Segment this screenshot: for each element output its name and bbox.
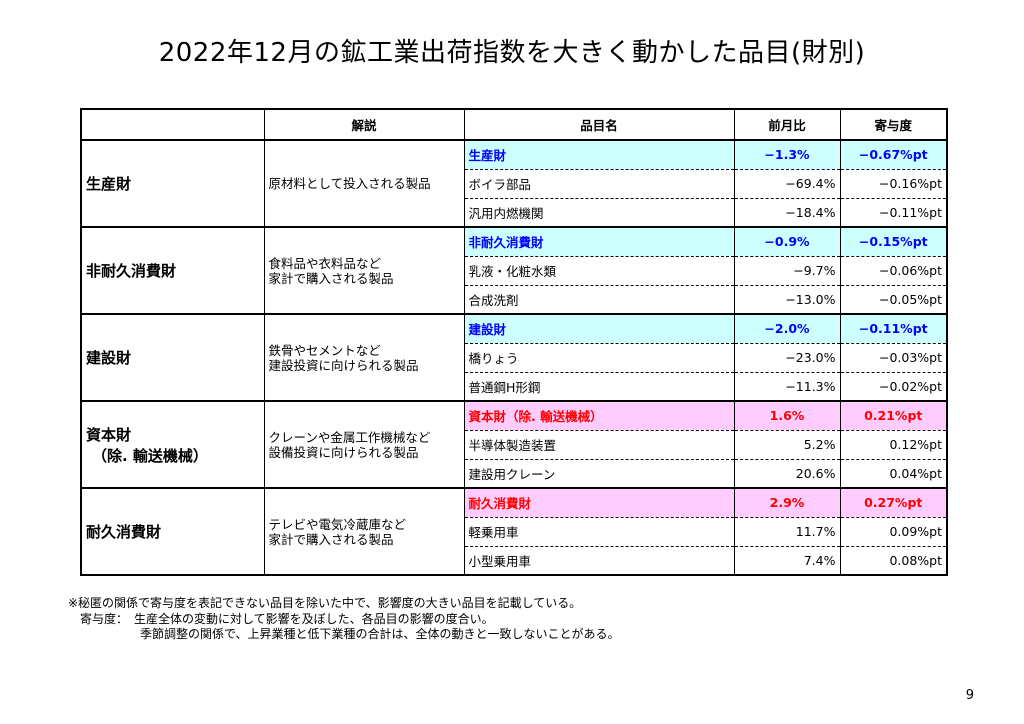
- contribution-value: −0.11%pt: [839, 313, 948, 344]
- header-contribution: 寄与度: [839, 108, 948, 141]
- contribution-value: −0.03%pt: [839, 343, 948, 373]
- header-blank: [80, 108, 265, 141]
- category-description: 原材料として投入される製品: [263, 139, 465, 228]
- category-description: 鉄骨やセメントなど 建設投資に向けられる製品: [263, 313, 465, 402]
- contribution-value: −0.15%pt: [839, 226, 948, 257]
- table-row: 半導体製造装置 5.2% 0.12%pt: [81, 430, 948, 460]
- contribution-value: 0.09%pt: [839, 517, 948, 547]
- category-name: 非耐久消費財: [86, 262, 177, 280]
- category-label: 生産財: [80, 139, 265, 228]
- table-row: ボイラ部品 −69.4% −0.16%pt: [81, 169, 948, 199]
- item-name: 半導体製造装置: [463, 430, 735, 460]
- header-description: 解説: [263, 108, 465, 141]
- item-name: 軽乗用車: [463, 517, 735, 547]
- category-name: 資本財: [86, 425, 132, 444]
- items-table: 解説 品目名 前月比 寄与度 生産財 原材料として投入される製品 生産財 −1.3% −…: [80, 108, 948, 576]
- contribution-value: 0.21%pt: [839, 400, 948, 431]
- item-name: 汎用内燃機関: [463, 198, 735, 228]
- table-body: 生産財 原材料として投入される製品 生産財 −1.3% −0.67%pt ボイラ部品 −69…: [80, 139, 948, 576]
- category-subname: （除. 輸送機械）: [92, 446, 208, 465]
- month-over-month-value: 11.7%: [733, 517, 841, 547]
- category-description: テレビや電気冷蔵庫など 家計で購入される製品: [263, 487, 465, 576]
- table-row: 建設財 鉄骨やセメントなど 建設投資に向けられる製品 建設財 −2.0% −0.11%p…: [80, 313, 948, 402]
- table-row: 軽乗用車 11.7% 0.09%pt: [81, 517, 948, 547]
- contribution-value: −0.02%pt: [839, 372, 948, 402]
- item-name: ボイラ部品: [463, 169, 735, 199]
- table-row: 乳液・化粧水類 −9.7% −0.06%pt: [81, 256, 948, 286]
- category-label: 建設財: [80, 313, 265, 402]
- month-over-month-value: −69.4%: [733, 169, 841, 199]
- month-over-month-value: −13.0%: [733, 285, 841, 315]
- contribution-value: 0.08%pt: [839, 546, 948, 576]
- table-row: 橋りょう −23.0% −0.03%pt: [81, 343, 948, 373]
- month-over-month-value: −23.0%: [733, 343, 841, 373]
- item-name: 普通鋼H形鋼: [463, 372, 735, 402]
- month-over-month-value: −9.7%: [733, 256, 841, 286]
- footnote-line: ※秘匿の関係で寄与度を表記できない品目を除いた中で、影響度の大きい品目を記載して…: [68, 596, 582, 610]
- page-number: 9: [965, 688, 974, 703]
- category-label: 非耐久消費財: [80, 226, 265, 315]
- month-over-month-value: 1.6%: [733, 400, 841, 431]
- category-label: 耐久消費財: [80, 487, 265, 576]
- month-over-month-value: −18.4%: [733, 198, 841, 228]
- month-over-month-value: 20.6%: [733, 459, 841, 489]
- month-over-month-value: −11.3%: [733, 372, 841, 402]
- item-name: 建設用クレーン: [463, 459, 735, 489]
- category-name: 耐久消費財: [86, 523, 162, 541]
- group-total-name: 生産財: [463, 139, 735, 170]
- contribution-value: 0.04%pt: [839, 459, 948, 489]
- table-row: 普通鋼H形鋼 −11.3% −0.02%pt: [81, 372, 948, 402]
- item-name: 乳液・化粧水類: [463, 256, 735, 286]
- month-over-month-value: −1.3%: [733, 139, 841, 170]
- group-total-name: 非耐久消費財: [463, 226, 735, 257]
- table-row: 生産財 原材料として投入される製品 生産財 −1.3% −0.67%pt: [80, 139, 948, 228]
- group-total-name: 資本財（除. 輸送機械）: [463, 400, 735, 431]
- page-title: 2022年12月の鉱工業出荷指数を大きく動かした品目(財別): [158, 38, 866, 68]
- footnotes: ※秘匿の関係で寄与度を表記できない品目を除いた中で、影響度の大きい品目を記載して…: [68, 596, 620, 643]
- contribution-value: −0.67%pt: [839, 139, 948, 170]
- item-name: 小型乗用車: [463, 546, 735, 576]
- table-row: 非耐久消費財 食料品や衣料品など 家計で購入される製品 非耐久消費財 −0.9% −0.…: [80, 226, 948, 315]
- category-name: 生産財: [86, 175, 132, 193]
- table-row: 小型乗用車 7.4% 0.08%pt: [81, 546, 948, 576]
- contribution-value: −0.11%pt: [839, 198, 948, 228]
- group-total-name: 建設財: [463, 313, 735, 344]
- month-over-month-value: −0.9%: [733, 226, 841, 257]
- table-header-row: 解説 品目名 前月比 寄与度: [80, 108, 948, 141]
- footnote-line: 寄与度： 生産全体の変動に対して影響を及ぼした、各品目の影響の度合い。: [68, 611, 494, 626]
- category-description: クレーンや金属工作機械など 設備投資に向けられる製品: [263, 400, 465, 489]
- category-description: 食料品や衣料品など 家計で購入される製品: [263, 226, 465, 315]
- contribution-value: −0.05%pt: [839, 285, 948, 315]
- table-row: 合成洗剤 −13.0% −0.05%pt: [81, 285, 948, 315]
- month-over-month-value: −2.0%: [733, 313, 841, 344]
- contribution-value: −0.06%pt: [839, 256, 948, 286]
- item-name: 橋りょう: [463, 343, 735, 373]
- month-over-month-value: 7.4%: [733, 546, 841, 576]
- item-name: 合成洗剤: [463, 285, 735, 315]
- category-name: 建設財: [86, 349, 132, 367]
- footnote-line: 季節調整の関係で、上昇業種と低下業種の合計は、全体の動きと一致しないことがある。: [68, 627, 620, 641]
- contribution-value: 0.27%pt: [839, 487, 948, 518]
- category-label: 資本財 （除. 輸送機械）: [80, 400, 265, 489]
- contribution-value: −0.16%pt: [839, 169, 948, 199]
- table-row: 資本財 （除. 輸送機械） クレーンや金属工作機械など 設備投資に向けられる製品 資本…: [80, 400, 948, 489]
- group-total-name: 耐久消費財: [463, 487, 735, 518]
- table-row: 耐久消費財 テレビや電気冷蔵庫など 家計で購入される製品 耐久消費財 2.9% 0.27…: [80, 487, 948, 576]
- month-over-month-value: 2.9%: [733, 487, 841, 518]
- header-item-name: 品目名: [463, 108, 735, 141]
- contribution-value: 0.12%pt: [839, 430, 948, 460]
- header-month-over-month: 前月比: [733, 108, 841, 141]
- month-over-month-value: 5.2%: [733, 430, 841, 460]
